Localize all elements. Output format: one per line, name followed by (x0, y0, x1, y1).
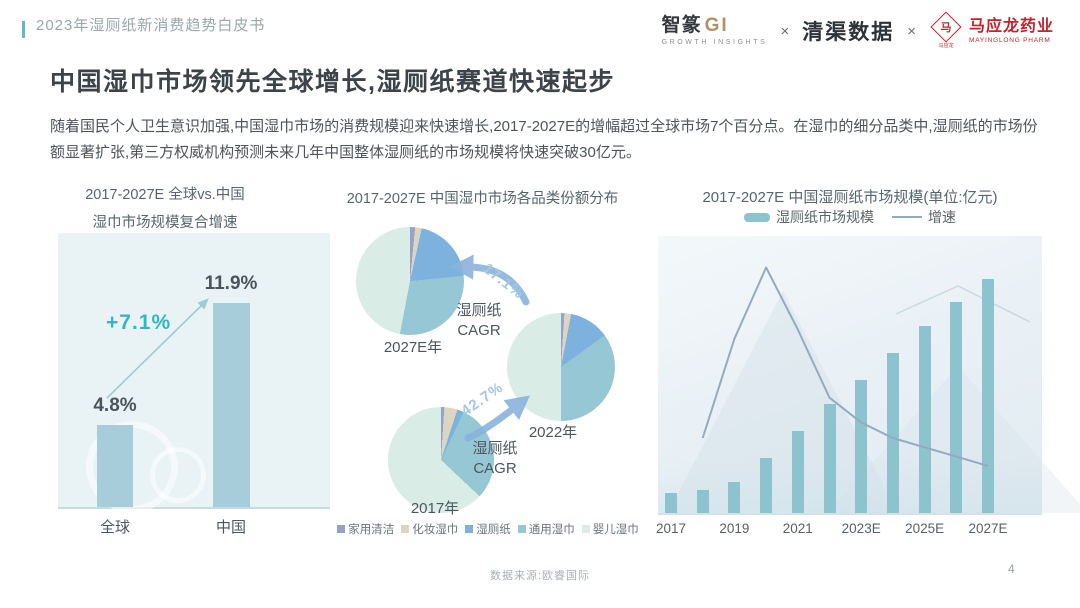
x-tick-label: 全球 (99, 519, 130, 536)
legend-item-化妆湿巾: 化妆湿巾 (401, 521, 458, 537)
middle-chart-title: 2017-2027E 中国湿巾市场各品类份额分布 (346, 191, 619, 207)
logo-strip: 智篆 GI GROWTH INSIGHTS × 清渠数据 × 马 马应龙 马应龙药… (662, 11, 1054, 51)
bar-2021 (791, 431, 804, 513)
x-tick-label: 中国 (215, 519, 246, 536)
mayinglong-logo-cn: 马应龙药业 (968, 18, 1054, 35)
zhizhuan-logo-gi: GI (704, 15, 729, 36)
zhizhuan-logo-subtitle: GROWTH INSIGHTS (661, 39, 768, 46)
legend-item-婴儿湿巾: 婴儿湿巾 (581, 521, 639, 537)
bar-2022 (823, 404, 836, 513)
bar-2017 (665, 493, 677, 513)
left-x-axis-labels: 全球 中国 (58, 516, 330, 536)
logo-separator-icon: × (907, 22, 916, 40)
legend-label: 化妆湿巾 (412, 524, 459, 536)
header-accent-bar (22, 21, 25, 38)
bubble-decoration (150, 447, 206, 503)
growth-line (701, 266, 989, 467)
x-tick-label: 2027E (968, 521, 1008, 536)
data-source: 数据来源:欧睿国际 (489, 570, 591, 582)
bar-2025E (918, 326, 931, 513)
page-number: 4 (1008, 562, 1015, 576)
pie-2017 (388, 407, 494, 513)
bar-2019 (728, 482, 741, 513)
zhizhuan-logo: 智篆 GI GROWTH INSIGHTS (661, 15, 768, 47)
x-tick-label: 2017 (655, 521, 687, 536)
mayinglong-logo-subtitle: MAYINGLONG PHARM (968, 37, 1051, 44)
growth-line-path (701, 266, 989, 467)
pie-label-2017: 2017年 (410, 500, 460, 517)
legend-label: 家用清洁 (348, 524, 395, 536)
bar-swatch-icon (744, 212, 770, 222)
bar-2024E (886, 353, 899, 513)
growth-arrow-icon (106, 298, 209, 399)
mayinglong-emblem-icon: 马 马应龙 (929, 11, 963, 51)
pie-2027e (356, 227, 464, 335)
mayinglong-logo: 马 马应龙 马应龙药业 MAYINGLONG PHARM (929, 11, 1054, 51)
intro-paragraph: 随着国民个人卫生意识加强,中国湿巾市场的消费规模迎来快速增长,2017-2027… (50, 118, 1038, 162)
bar-2020 (760, 458, 773, 513)
page-title: 中国湿巾市场领先全球增长,湿厕纸赛道快速起步 (50, 68, 615, 96)
left-chart-panel: +7.1% 4.8% 11.9% (58, 233, 330, 513)
x-tick-label: 2023E (841, 521, 881, 536)
breadcrumb: 2023年湿厕纸新消费趋势白皮书 (36, 17, 266, 34)
bar-全球 (97, 425, 133, 507)
logo-separator-icon: × (780, 22, 790, 40)
legend-label: 通用湿巾 (528, 524, 575, 536)
bar-中国 (212, 303, 250, 507)
legend-item-家用清洁: 家用清洁 (337, 521, 394, 537)
bar-2026E (950, 302, 963, 513)
legend-swatch-icon (337, 525, 346, 533)
cagr-arrow-up-left-icon (449, 254, 530, 306)
qingqu-logo: 清渠数据 (802, 21, 895, 44)
water-decoration (658, 458, 1042, 513)
legend-label: 湿厕纸 (476, 524, 511, 536)
bar-2023E (855, 380, 868, 513)
legend-swatch-icon (517, 525, 526, 533)
legend-swatch-icon (465, 525, 474, 533)
zhizhuan-logo-cn: 智篆 (661, 15, 702, 36)
pie-label-2022: 2022年 (528, 424, 578, 441)
bar-2018 (696, 490, 709, 513)
right-chart-legend: 湿厕纸市场规模 增速 (655, 207, 1045, 227)
right-chart-panel (658, 236, 1080, 515)
cagr-caption: 湿厕纸 CAGR (456, 302, 502, 340)
delta-annotation: +7.1% (106, 311, 172, 334)
x-tick-label: 2019 (719, 521, 750, 536)
legend-item-湿厕纸: 湿厕纸 (465, 521, 511, 537)
pie-legend: 家用清洁 化妆湿巾 湿厕纸 通用湿巾 婴儿湿巾 (333, 521, 643, 537)
line-swatch-icon (892, 216, 922, 218)
bar-value-label: 4.8% (93, 395, 137, 416)
bar-2027E (982, 279, 994, 513)
bar-value-label: 11.9% (204, 273, 258, 294)
cagr-arrow-up-right-icon (464, 395, 530, 442)
x-tick-label: 2025E (905, 521, 945, 536)
left-chart-title: 2017-2027E 全球vs.中国 湿巾市场规模复合增速 (85, 187, 245, 231)
legend-item-通用湿巾: 通用湿巾 (517, 521, 575, 537)
right-chart-title: 2017-2027E 中国湿厕纸市场规模(单位:亿元) (702, 189, 998, 206)
legend-item-line: 增速 (892, 207, 956, 227)
legend-item-bars: 湿厕纸市场规模 (744, 207, 874, 227)
x-tick-label: 2021 (782, 521, 813, 536)
legend-label: 婴儿湿巾 (592, 524, 639, 536)
cagr-caption: 湿厕纸 CAGR (472, 440, 518, 478)
legend-swatch-icon (401, 525, 410, 533)
legend-swatch-icon (581, 525, 590, 533)
right-x-axis-labels: 2017 2019 2021 2023E 2025E 2027E (655, 521, 1042, 539)
ridge-decoration (895, 285, 1031, 323)
right-bars (658, 236, 1042, 513)
pie-label-2027e: 2027E年 (383, 339, 443, 356)
